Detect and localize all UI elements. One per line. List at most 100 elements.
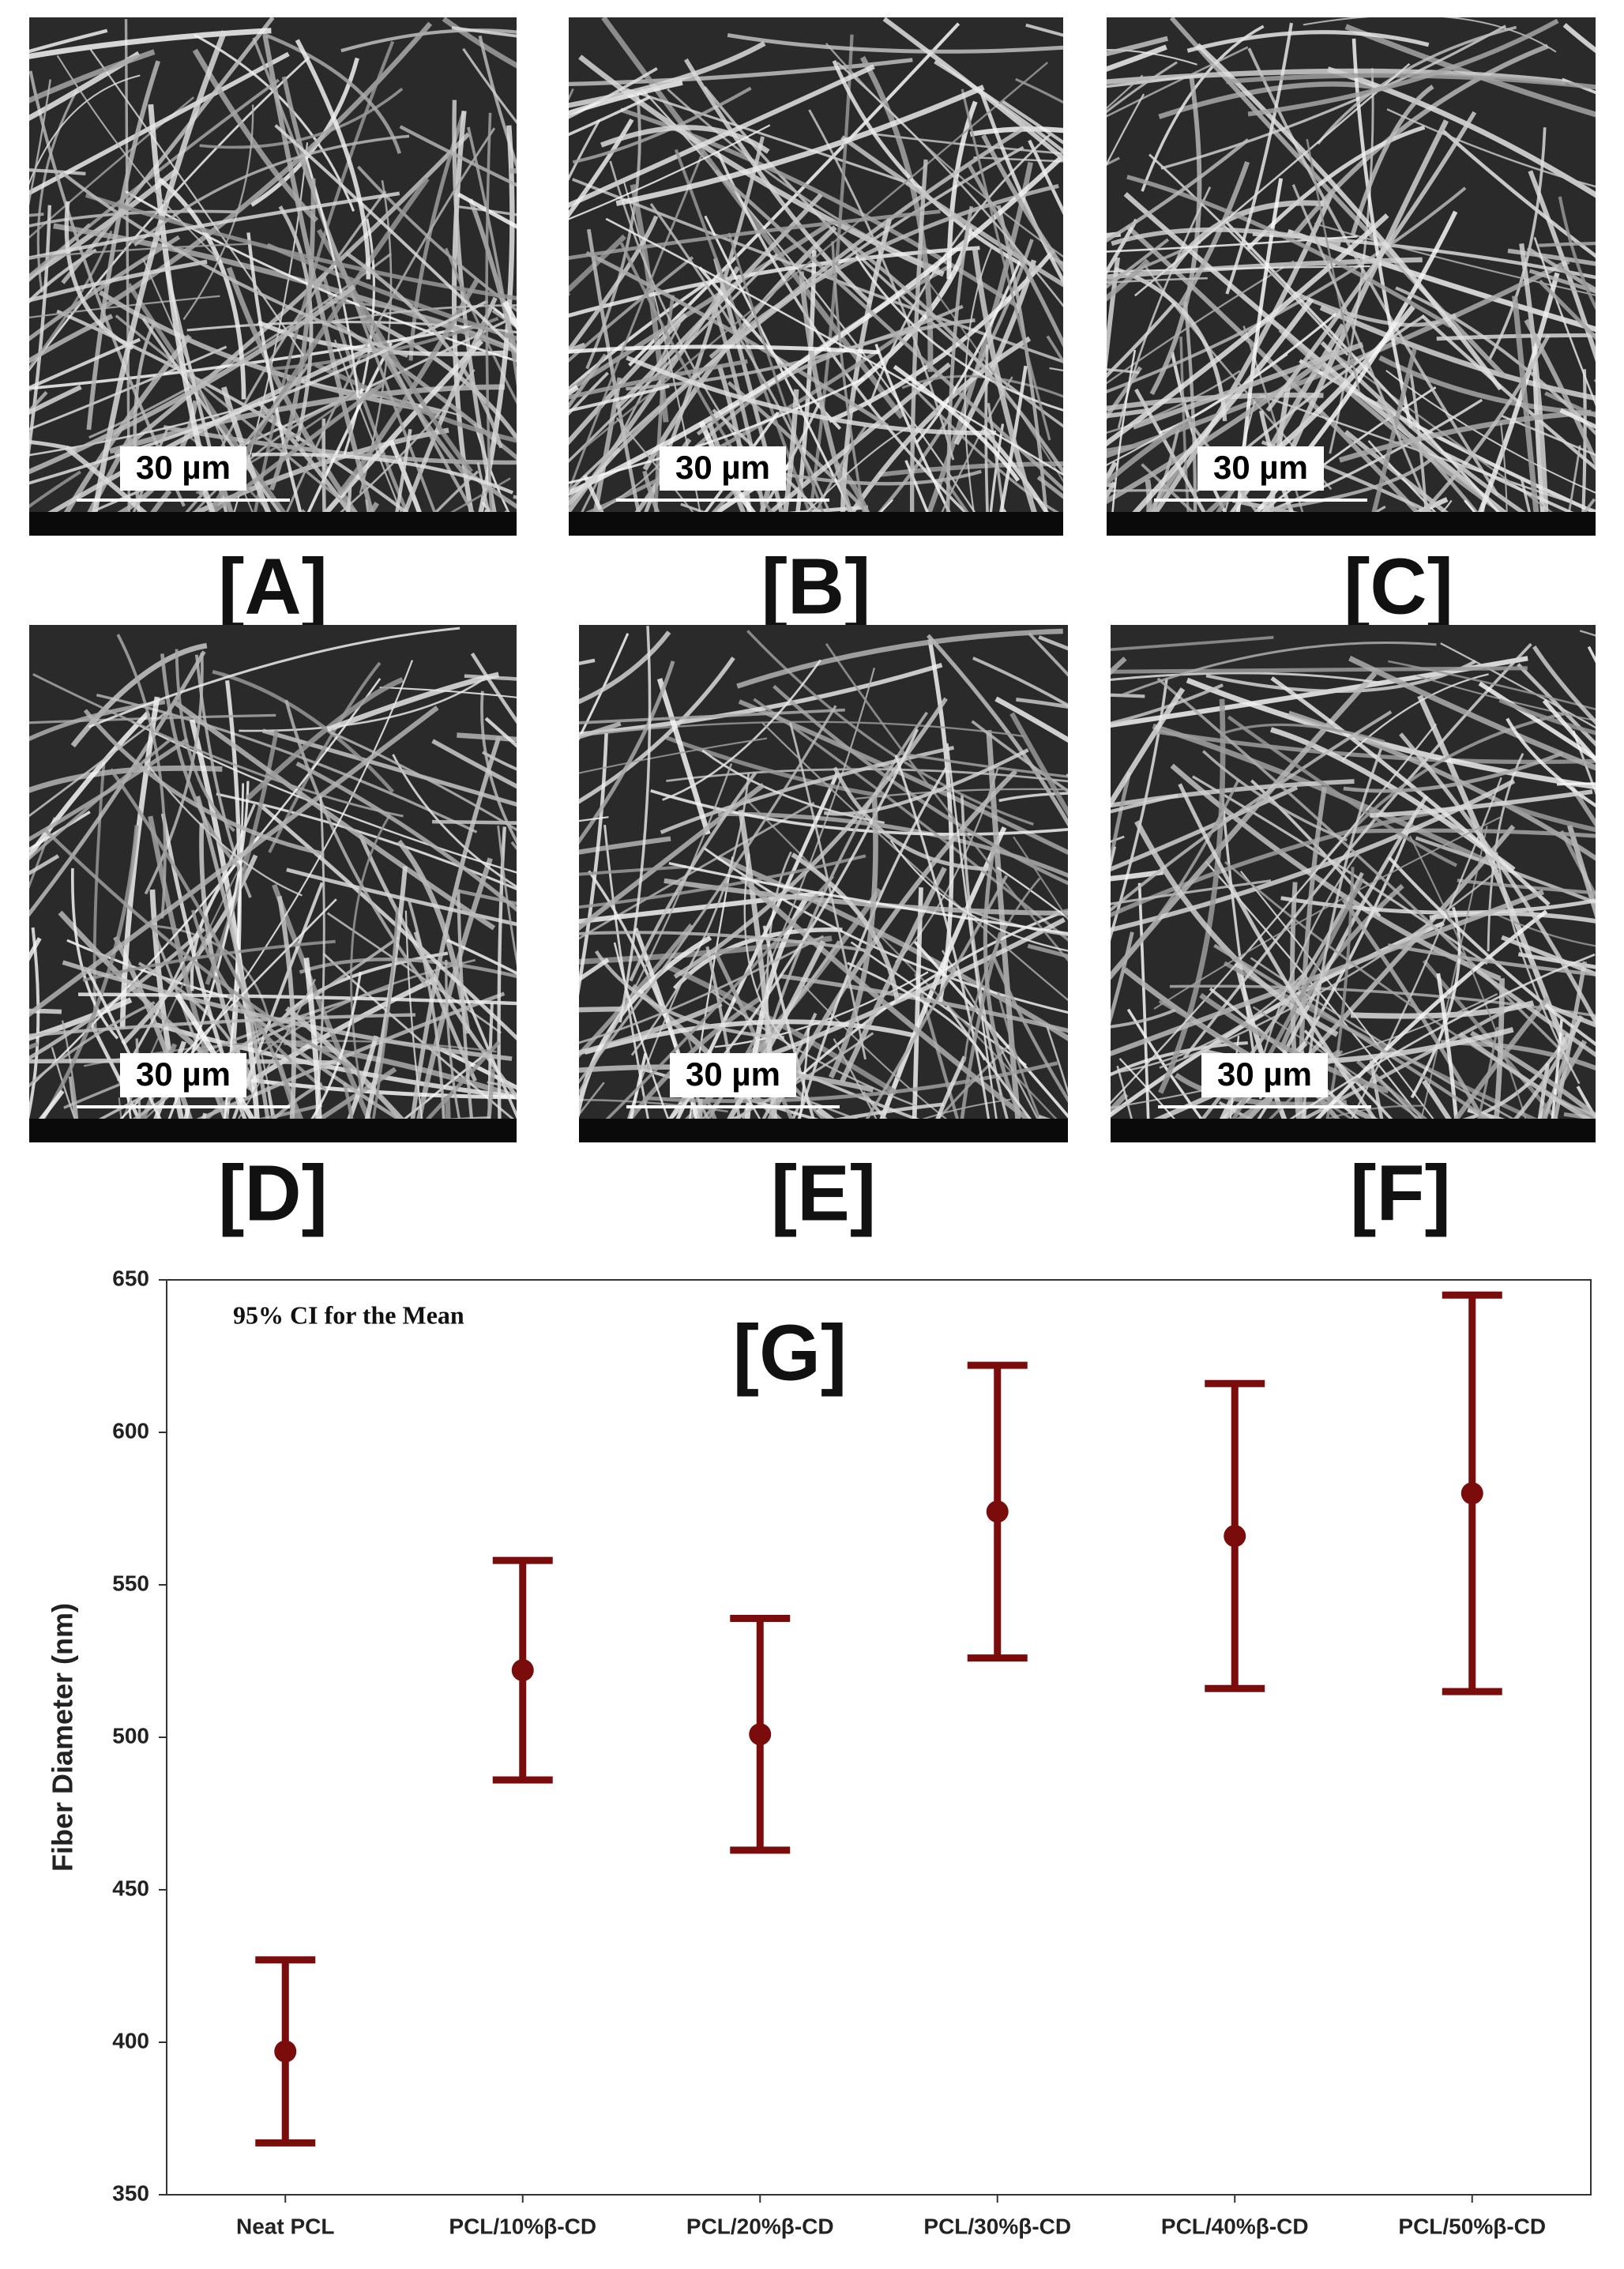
fiber [195, 1112, 207, 1142]
fiber [1224, 860, 1596, 1121]
fiber [29, 209, 239, 228]
fiber [855, 788, 1068, 800]
fiber [656, 678, 711, 835]
fiber [716, 365, 754, 536]
fiber [338, 1035, 379, 1142]
fiber [64, 201, 134, 350]
info-strip [1111, 1119, 1596, 1142]
fiber [987, 423, 1005, 536]
fiber [345, 251, 503, 449]
fiber [836, 61, 1063, 307]
fiber [1458, 1032, 1596, 1126]
fiber [1536, 1019, 1581, 1142]
fiber [1246, 1050, 1344, 1142]
fiber [280, 1067, 397, 1142]
fiber [1488, 1014, 1584, 1142]
fiber [569, 124, 771, 220]
fiber [1122, 641, 1437, 696]
panel-label: [B] [761, 542, 871, 630]
fiber [914, 973, 966, 1142]
fiber [588, 377, 622, 536]
fiber [579, 630, 671, 705]
fiber [1111, 683, 1224, 725]
fiber [1107, 260, 1295, 385]
fiber [1386, 108, 1596, 188]
fiber [1559, 830, 1596, 900]
fiber [148, 103, 209, 474]
fiber [169, 1135, 175, 1142]
fiber [86, 969, 173, 1142]
fiber [1132, 341, 1364, 430]
fiber [1495, 852, 1581, 1085]
panel-label: [A] [218, 542, 328, 630]
scale-bar-label-bg [1197, 446, 1324, 491]
fiber [29, 223, 92, 282]
fiber [579, 783, 765, 931]
y-axis-label: Fiber Diameter (nm) [47, 1603, 79, 1872]
fiber [572, 86, 752, 164]
fiber [791, 852, 900, 1003]
fiber [1250, 779, 1382, 917]
fiber [29, 243, 250, 259]
fiber [633, 928, 707, 1142]
fiber [579, 733, 608, 996]
fiber [594, 950, 785, 1040]
fiber [912, 887, 923, 1142]
fiber [88, 627, 461, 728]
annotation: 95% CI for the Mean [233, 1300, 464, 1329]
scale-bar-label: 30 µm [686, 1055, 780, 1093]
fiber [51, 1047, 85, 1142]
fiber [855, 254, 1063, 412]
panel-label: [C] [1344, 542, 1453, 630]
fiber [1320, 341, 1562, 536]
fiber [878, 461, 1063, 477]
fiber [114, 132, 471, 457]
fiber [29, 1013, 415, 1037]
fiber [1387, 856, 1596, 1047]
fiber [579, 737, 768, 774]
fiber [579, 1082, 605, 1116]
fiber [29, 710, 151, 860]
fiber [1385, 370, 1596, 494]
fiber [874, 133, 1063, 155]
fiber [1538, 242, 1596, 247]
fiber [1548, 1019, 1563, 1142]
fiber [600, 125, 770, 154]
fiber [29, 439, 77, 452]
fiber [63, 986, 391, 1109]
fiber [683, 58, 872, 305]
fiber [1192, 775, 1488, 965]
fiber [944, 1137, 956, 1142]
fiber [569, 150, 705, 495]
fiber [1107, 186, 1467, 393]
fiber [314, 362, 517, 443]
fiber [29, 1001, 156, 1088]
fiber [1107, 74, 1144, 110]
fiber [739, 362, 952, 536]
fiber [480, 690, 517, 845]
fiber [1395, 286, 1596, 436]
info-strip [29, 1119, 517, 1142]
fiber [893, 364, 1021, 482]
fiber [1512, 295, 1542, 536]
fiber [1367, 439, 1460, 536]
fiber [1134, 62, 1411, 297]
fiber [392, 754, 517, 889]
fiber [972, 657, 1068, 708]
scale-bar-label-bg [670, 1053, 796, 1097]
fiber [1141, 428, 1180, 536]
fiber [1226, 73, 1596, 90]
fiber [1217, 323, 1346, 536]
fiber [579, 836, 671, 855]
fiber [915, 390, 1063, 517]
fiber [1378, 355, 1596, 417]
info-strip [29, 512, 517, 536]
fiber [972, 246, 1045, 536]
fiber [1269, 456, 1434, 512]
fiber [1415, 675, 1596, 722]
panel-label: [G] [733, 1308, 847, 1397]
mean-marker [986, 1500, 1009, 1523]
fiber [445, 247, 517, 405]
fiber [971, 720, 1068, 793]
fiber [829, 795, 878, 1079]
